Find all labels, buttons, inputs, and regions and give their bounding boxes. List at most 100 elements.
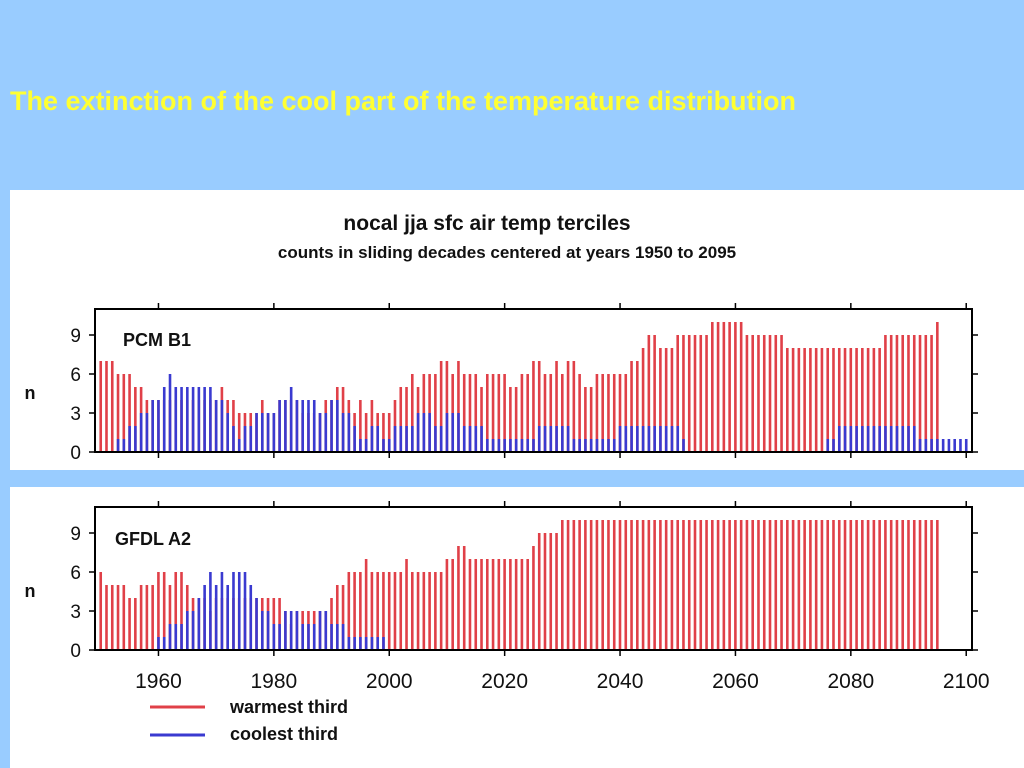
bar-warmest-2029	[555, 361, 558, 452]
bar-coolest-1981	[278, 624, 281, 650]
bar-coolest-1978	[261, 611, 264, 650]
bar-coolest-1955	[128, 426, 131, 452]
bar-warmest-2073	[809, 348, 812, 452]
bar-warmest-2016	[480, 387, 483, 452]
bar-warmest-1994	[353, 572, 356, 650]
bar-warmest-2028	[549, 533, 553, 650]
bar-coolest-1995	[359, 439, 362, 452]
bar-warmest-2002	[399, 572, 403, 650]
y-tick-label: 0	[70, 443, 81, 464]
bar-warmest-2075	[820, 348, 824, 452]
bar-warmest-2074	[814, 520, 818, 650]
bar-coolest-2000	[387, 439, 391, 452]
bar-warmest-2072	[803, 348, 806, 452]
bar-warmest-2024	[526, 374, 529, 452]
bar-warmest-2037	[601, 520, 604, 650]
bar-coolest-2001	[393, 426, 397, 452]
bar-warmest-2048	[664, 520, 668, 650]
bar-coolest-2043	[636, 426, 639, 452]
bar-warmest-2034	[584, 387, 587, 452]
bar-coolest-2023	[520, 439, 524, 452]
x-tick-label: 1980	[251, 670, 298, 693]
bar-warmest-2080	[849, 520, 853, 650]
bar-warmest-2013	[462, 546, 466, 650]
bar-coolest-1957	[139, 413, 143, 452]
bar-warmest-1952	[110, 585, 114, 650]
bar-warmest-1992	[341, 585, 345, 650]
bar-warmest-2077	[832, 520, 835, 650]
bar-warmest-2024	[526, 559, 529, 650]
bar-warmest-2083	[866, 520, 870, 650]
bar-coolest-2006	[422, 413, 426, 452]
bar-warmest-1955	[128, 598, 131, 650]
bar-coolest-2084	[872, 426, 876, 452]
bar-warmest-1998	[376, 572, 379, 650]
bar-warmest-2046	[653, 335, 656, 452]
legend-label-coolest: coolest third	[230, 724, 338, 744]
bar-coolest-1969	[209, 572, 212, 650]
x-tick-label: 2020	[481, 670, 528, 693]
bar-warmest-2033	[578, 374, 581, 452]
bar-warmest-2047	[659, 348, 662, 452]
bar-coolest-1997	[370, 426, 374, 452]
chart-title: nocal jja sfc air temp terciles	[343, 212, 630, 235]
bar-warmest-2005	[416, 572, 420, 650]
bar-coolest-2035	[589, 439, 593, 452]
bar-warmest-2062	[745, 520, 749, 650]
bar-warmest-2036	[595, 374, 599, 452]
bar-coolest-1953	[116, 439, 120, 452]
bar-warmest-2049	[670, 520, 674, 650]
bar-warmest-2022	[514, 387, 518, 452]
bar-coolest-2098	[953, 439, 956, 452]
bar-warmest-2008	[434, 374, 437, 452]
bar-warmest-2044	[641, 520, 645, 650]
bar-coolest-2029	[555, 426, 558, 452]
legend-label-warmest: warmest third	[229, 697, 348, 717]
bar-warmest-2006	[422, 572, 426, 650]
bar-coolest-1998	[376, 637, 380, 650]
bar-warmest-2021	[509, 559, 512, 650]
bar-coolest-1969	[209, 387, 212, 452]
bar-coolest-2081	[855, 426, 858, 452]
bar-warmest-2004	[410, 572, 414, 650]
bar-coolest-2015	[474, 426, 478, 452]
bar-warmest-2051	[682, 520, 685, 650]
bar-warmest-2025	[532, 361, 535, 452]
bar-coolest-1964	[180, 624, 183, 650]
bar-warmest-1960	[157, 572, 160, 650]
bar-warmest-2066	[768, 335, 772, 452]
bar-coolest-1980	[272, 413, 276, 452]
bar-coolest-1992	[341, 413, 345, 452]
bar-warmest-2009	[439, 361, 443, 452]
bar-warmest-2021	[509, 387, 512, 452]
bar-coolest-2049	[670, 426, 674, 452]
bar-warmest-1996	[364, 559, 368, 650]
bar-coolest-2088	[895, 426, 899, 452]
bar-warmest-2073	[809, 520, 812, 650]
bar-warmest-2050	[676, 335, 679, 452]
bar-warmest-1995	[359, 400, 362, 452]
bar-warmest-2043	[636, 361, 639, 452]
bar-warmest-2020	[503, 374, 506, 452]
x-tick-label: 2100	[943, 670, 990, 693]
bar-coolest-2095	[936, 439, 939, 452]
bar-coolest-1971	[220, 572, 224, 650]
bar-coolest-1959	[151, 400, 154, 452]
bar-coolest-1988	[318, 611, 322, 650]
bar-warmest-2087	[889, 335, 893, 452]
bar-warmest-2076	[826, 520, 830, 650]
bar-coolest-1973	[232, 572, 235, 650]
bar-coolest-2092	[918, 439, 922, 452]
bar-warmest-1991	[335, 585, 339, 650]
bar-coolest-2027	[543, 426, 547, 452]
bar-coolest-1970	[214, 400, 218, 452]
bar-warmest-2082	[861, 520, 864, 650]
bar-warmest-2045	[647, 335, 651, 452]
bar-warmest-2088	[895, 520, 899, 650]
bar-warmest-2048	[664, 348, 668, 452]
bar-warmest-2068	[780, 335, 783, 452]
bar-coolest-1983	[289, 387, 293, 452]
bar-coolest-1962	[168, 624, 172, 650]
bar-warmest-2088	[895, 335, 899, 452]
bar-coolest-2024	[526, 439, 530, 452]
